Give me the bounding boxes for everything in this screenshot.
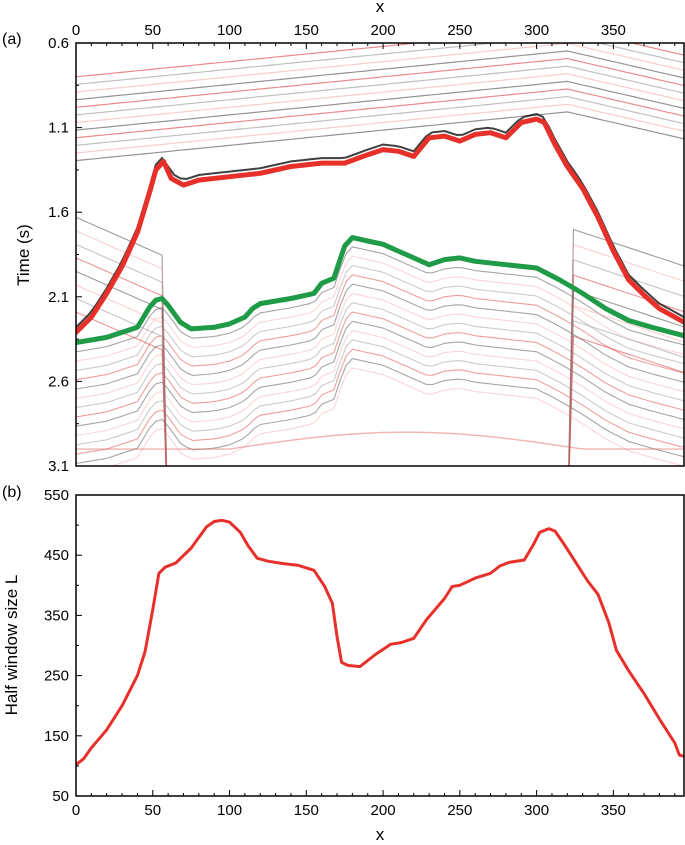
- seismic-reflector: [76, 50, 684, 101]
- green-horizon-line: [76, 235, 684, 345]
- seismic-reflector: [76, 274, 684, 381]
- seismic-reflector: [76, 283, 684, 390]
- seismic-reflector: [76, 311, 684, 418]
- panel-a-ticks: 0 50 100 150 200 250 300 350 0.6 1.1 1.6 2.1 2.6 3.1: [48, 22, 676, 475]
- panel-b-tag: (b): [2, 484, 22, 501]
- seismic-reflector: [76, 43, 684, 78]
- seismic-reflector: [76, 43, 684, 93]
- seismic-reflector: [76, 65, 684, 116]
- y-tick-label: 550: [44, 487, 69, 504]
- x-tick-label: 150: [294, 22, 319, 39]
- seismic-reflector: [76, 57, 684, 108]
- seismic-reflector: [76, 246, 684, 353]
- x-tick-label: 50: [144, 802, 161, 819]
- seismic-section-background: [76, 43, 684, 466]
- seismic-reflector: [76, 95, 684, 146]
- y-tick-label: 150: [44, 728, 69, 745]
- y-tick-label: 1.1: [48, 120, 69, 137]
- x-tick-label: 250: [447, 802, 472, 819]
- seismic-reflector: [76, 43, 684, 86]
- x-tick-label: 0: [72, 22, 80, 39]
- x-tick-label: 350: [601, 22, 626, 39]
- seismic-reflector: [568, 304, 684, 466]
- y-tick-label: 0.6: [48, 35, 69, 52]
- seismic-reflector: [568, 228, 684, 466]
- seismic-reflector: [568, 259, 684, 466]
- y-tick-label: 50: [52, 788, 69, 805]
- seismic-reflector: [76, 329, 684, 437]
- seismic-reflector: [76, 111, 684, 162]
- y-tick-label: 2.6: [48, 373, 69, 390]
- seismic-reflector: [76, 292, 684, 399]
- seismic-reflector: [76, 357, 684, 465]
- panel-a-plot-area: [76, 43, 684, 466]
- x-tick-label: 200: [371, 22, 396, 39]
- seismic-reflector: [76, 80, 684, 131]
- y-tick-label: 250: [44, 668, 69, 685]
- seismic-reflector: [76, 320, 684, 427]
- seismic-reflector: [76, 73, 684, 124]
- x-tick-label: 100: [217, 22, 242, 39]
- seismic-reflector: [76, 255, 684, 362]
- y-tick-label: 2.1: [48, 289, 69, 306]
- seismic-reflector: [76, 302, 684, 409]
- y-tick-label: 350: [44, 607, 69, 624]
- seismic-reflector: [568, 243, 684, 466]
- seismic-reflector: [76, 88, 684, 139]
- y-tick-label: 1.6: [48, 204, 69, 221]
- seismic-reflector: [76, 431, 684, 450]
- x-tick-label: 150: [294, 802, 319, 819]
- x-tick-label: 250: [447, 22, 472, 39]
- panel-a-tag: (a): [2, 31, 22, 48]
- panel-a-series: [76, 116, 684, 345]
- x-tick-label: 50: [144, 22, 161, 39]
- seismic-reflector: [568, 320, 684, 466]
- panel-a-x-axis-title: x: [376, 0, 385, 16]
- seismic-reflector: [76, 339, 684, 446]
- x-tick-label: 300: [524, 22, 549, 39]
- y-tick-label: 450: [44, 547, 69, 564]
- x-tick-label: 200: [371, 802, 396, 819]
- seismic-reflector: [110, 367, 684, 466]
- panel-b-plot-area: [76, 495, 684, 796]
- y-tick-label: 3.1: [48, 458, 69, 475]
- seismic-reflector: [568, 274, 684, 466]
- panel-b-y-axis-title: Half window size L: [2, 575, 21, 716]
- seismic-reflector: [76, 264, 684, 371]
- seismic-reflector: [568, 335, 684, 466]
- x-tick-label: 300: [524, 802, 549, 819]
- red-horizon-line: [76, 116, 684, 335]
- x-tick-label: 100: [217, 802, 242, 819]
- seismic-reflector: [76, 103, 684, 154]
- half-window-size-line: [76, 518, 684, 767]
- x-tick-label: 350: [601, 802, 626, 819]
- seismic-reflector: [76, 348, 684, 455]
- panel-b-x-axis-title: x: [376, 825, 385, 844]
- panel-a: 0 50 100 150 200 250 300 3500.61.11.62.12.63.1 …: [2, 0, 685, 475]
- panel-b-series: [76, 518, 684, 767]
- x-tick-label: 0: [72, 802, 80, 819]
- panel-a-y-axis-title: Time (s): [14, 224, 33, 286]
